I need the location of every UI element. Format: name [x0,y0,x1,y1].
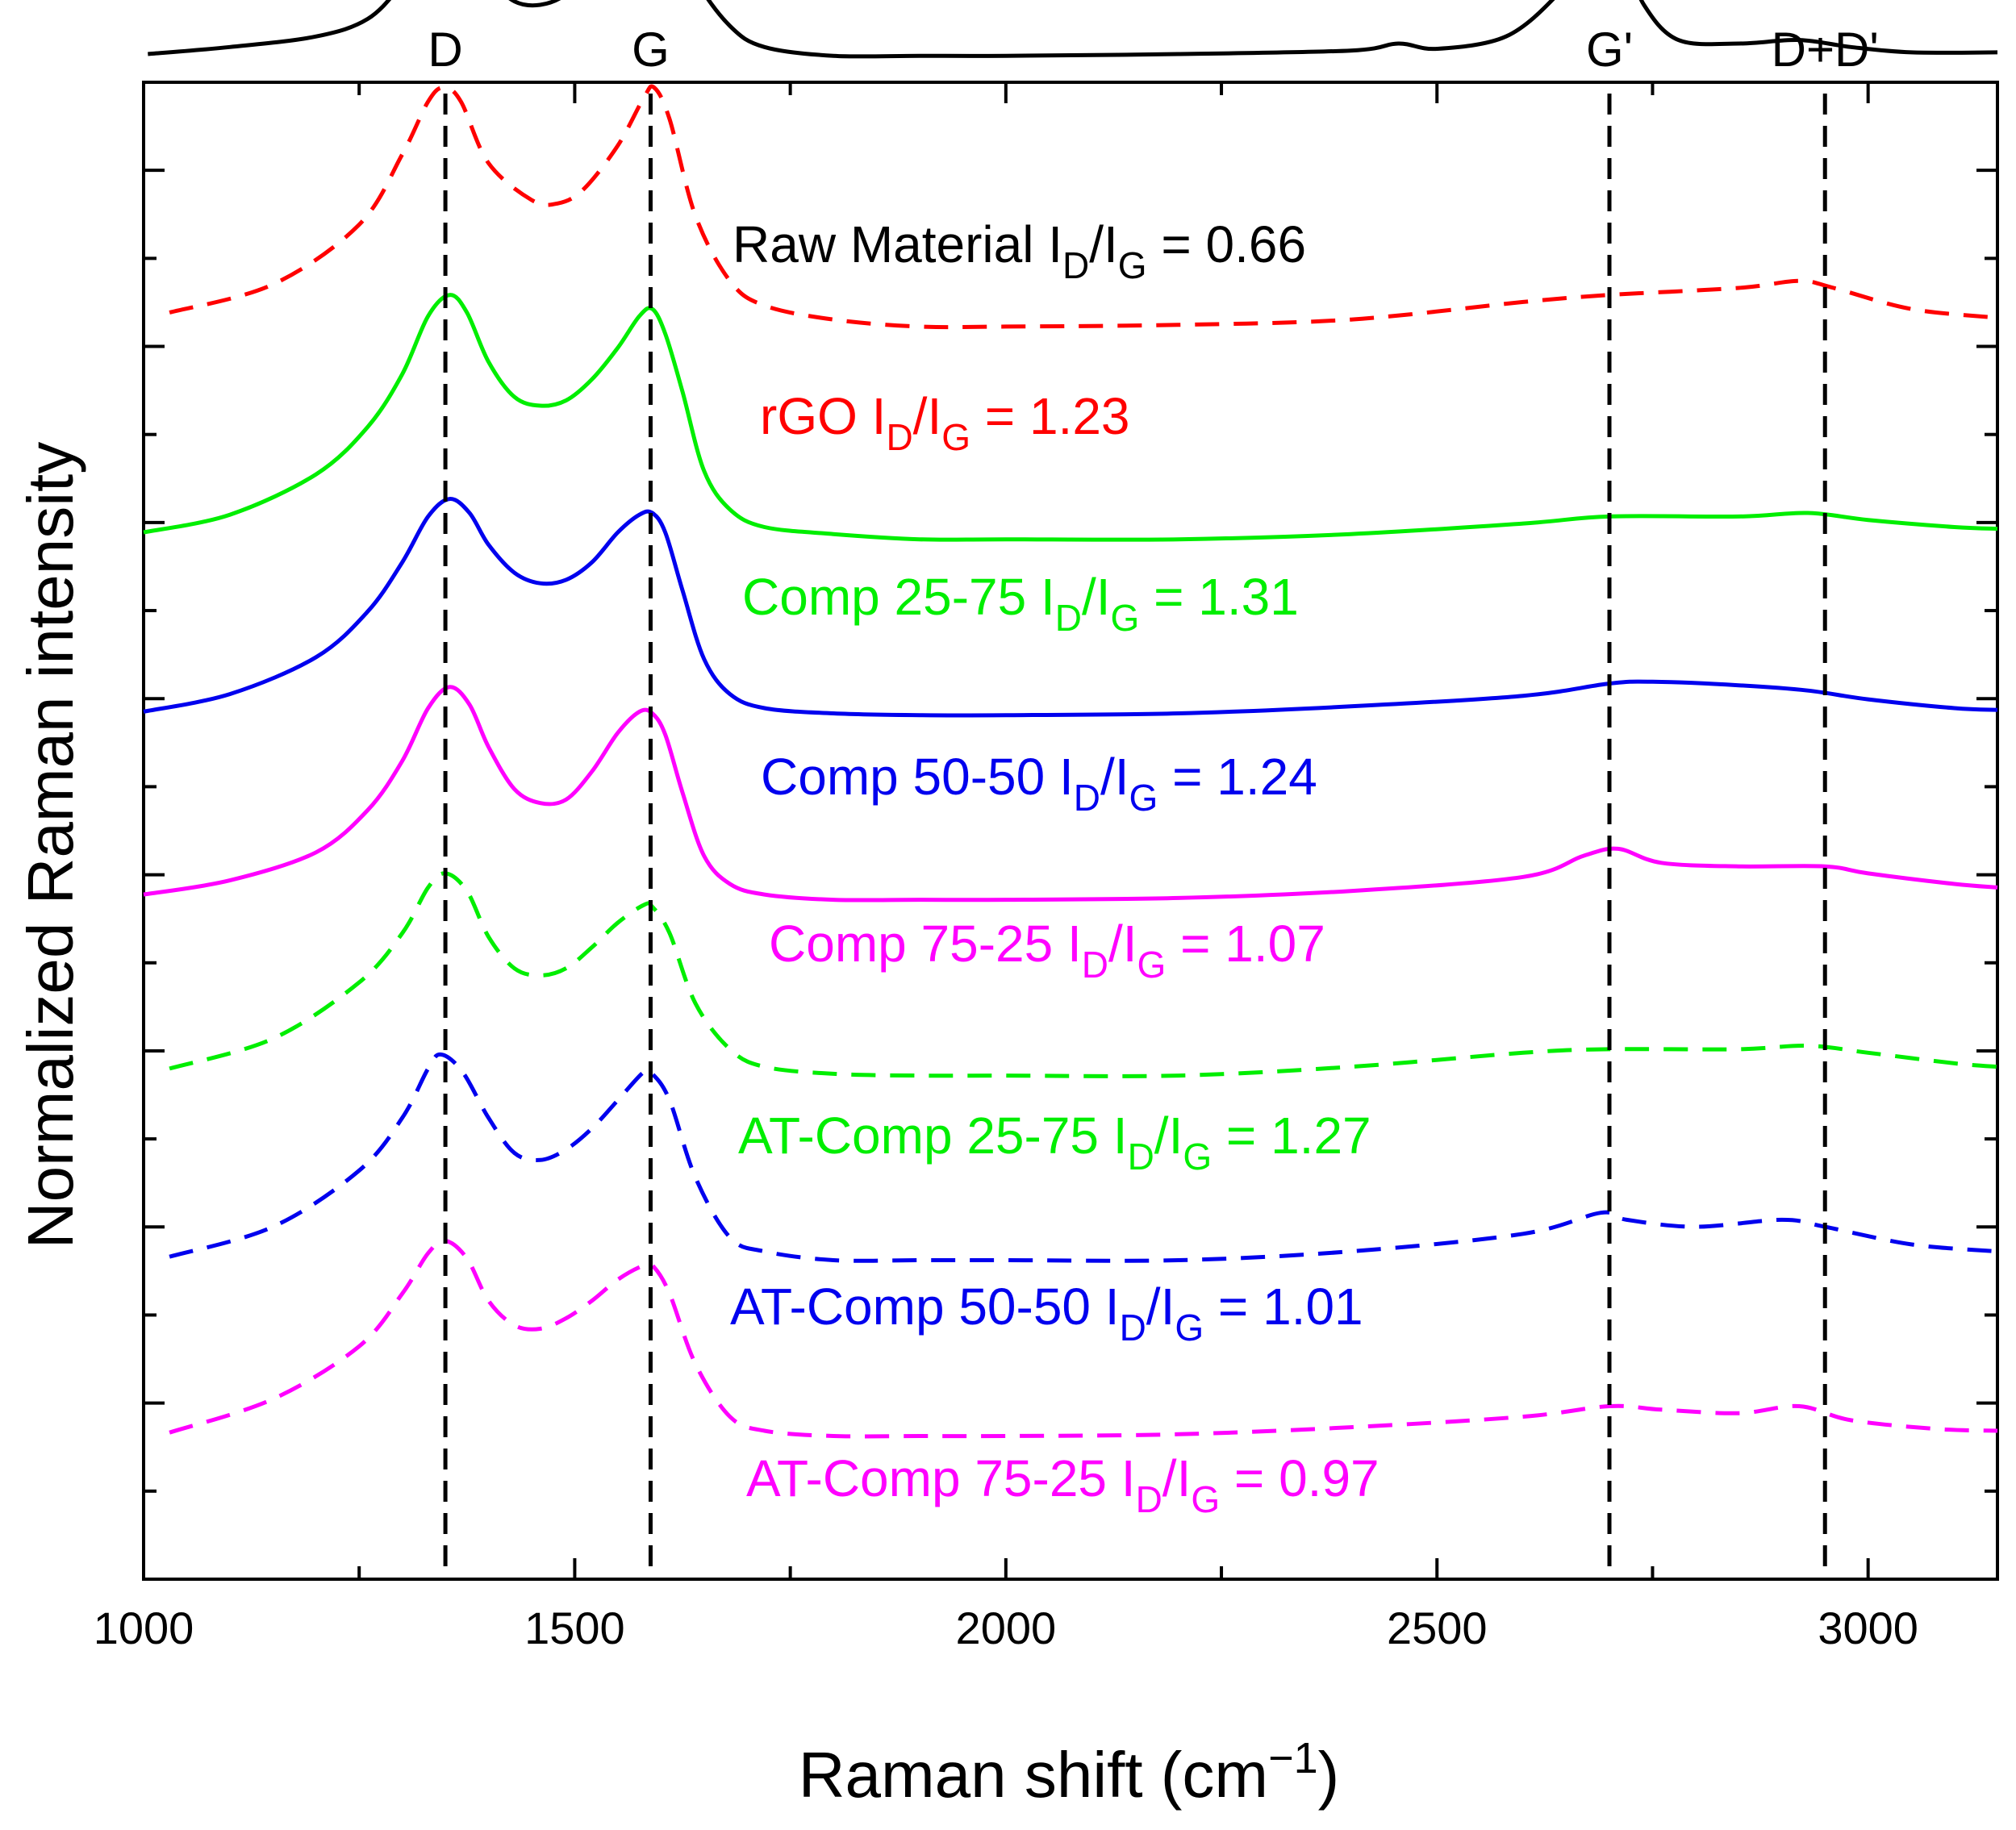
annotation-part: = 0.66 [1147,215,1307,273]
annotation-part: = 1.07 [1166,915,1325,973]
x-tick-label: 3000 [1818,1603,1918,1653]
annotation-part: G [1175,1307,1204,1349]
plot-frame [142,81,1999,1581]
annotation-part: /I [1089,215,1118,273]
annotation-part: Comp 50-50 I [761,748,1074,806]
annotation-part: D [886,416,912,458]
x-tick-label: 2000 [956,1603,1057,1653]
annotation-part: Comp 25-75 I [742,568,1055,626]
annotation-part: G [1137,944,1167,986]
peak-label-gprime: G' [1586,23,1633,77]
series-line-rgo [169,84,1998,330]
annotation-part: G [1191,1478,1220,1520]
annotation-part: = 1.01 [1204,1278,1363,1336]
y-axis-title: Normalized Raman intensity [15,442,86,1248]
annotation-part: AT-Comp 50-50 I [730,1278,1120,1336]
annotation-part: D [1062,244,1089,286]
x-tick-label: 1500 [524,1603,625,1653]
x-axis-title: Raman shift (cm−1) [799,1734,1340,1811]
annotation-part: = 1.27 [1212,1107,1371,1165]
series-line-comp-25-75 [143,293,1998,542]
annotation-rgo: rGO ID/IG = 1.23 [760,387,1130,458]
annotation-part: = 1.31 [1139,568,1299,626]
annotation-part: D [1055,597,1082,639]
x-tick-label: 2500 [1387,1603,1488,1653]
annotation-part: /I [1108,915,1137,973]
annotation-at-comp-25-75: AT-Comp 25-75 ID/IG = 1.27 [738,1107,1371,1178]
annotation-part: AT-Comp 75-25 I [746,1449,1136,1507]
annotation-comp-75-25: Comp 75-25 ID/IG = 1.07 [769,915,1325,986]
annotation-raw-material: Raw Material ID/IG = 0.66 [733,215,1306,286]
series-line-comp-75-25 [143,685,1998,902]
annotation-part: = 0.97 [1220,1449,1379,1507]
annotation-comp-25-75: Comp 25-75 ID/IG = 1.31 [742,568,1299,639]
annotation-part: /I [1154,1107,1183,1165]
annotation-part: D [1082,944,1108,986]
x-axis-title-close: ) [1318,1739,1340,1811]
annotation-part: Raw Material I [733,215,1062,273]
annotation-comp-50-50: Comp 50-50 ID/IG = 1.24 [761,748,1317,819]
annotation-part: G [1118,244,1147,286]
annotation-part: D [1136,1478,1162,1520]
annotation-part: D [1128,1136,1154,1178]
annotation-part: D [1120,1307,1146,1349]
annotation-at-comp-75-25: AT-Comp 75-25 ID/IG = 0.97 [746,1449,1379,1520]
x-axis-title-exponent: −1 [1268,1734,1318,1782]
annotation-part: /I [1100,748,1129,806]
x-tick-label: 1000 [94,1603,194,1653]
annotation-part: rGO I [760,387,886,445]
annotation-part: /I [1162,1449,1192,1507]
annotation-part: G [1129,777,1158,819]
annotation-part: G [941,416,970,458]
annotation-part: AT-Comp 25-75 I [738,1107,1128,1165]
annotation-at-comp-50-50: AT-Comp 50-50 ID/IG = 1.01 [730,1278,1363,1349]
annotation-part: G [1111,597,1140,639]
series-line-raw-material [148,0,1998,59]
series-line-comp-50-50 [143,497,1998,718]
series-line-at-comp-50-50 [169,1052,1998,1263]
annotation-part: Comp 75-25 I [769,915,1082,973]
annotation-part: = 1.24 [1158,748,1317,806]
annotation-part: /I [913,387,942,445]
annotation-part: /I [1082,568,1111,626]
annotation-part: G [1183,1136,1212,1178]
peak-label-d: D [428,23,462,77]
peak-label-g: G [632,23,670,77]
annotation-part: D [1074,777,1100,819]
annotation-part: = 1.23 [970,387,1130,445]
peak-label-dplusdprime: D+D' [1772,23,1879,77]
annotation-part: /I [1146,1278,1175,1336]
